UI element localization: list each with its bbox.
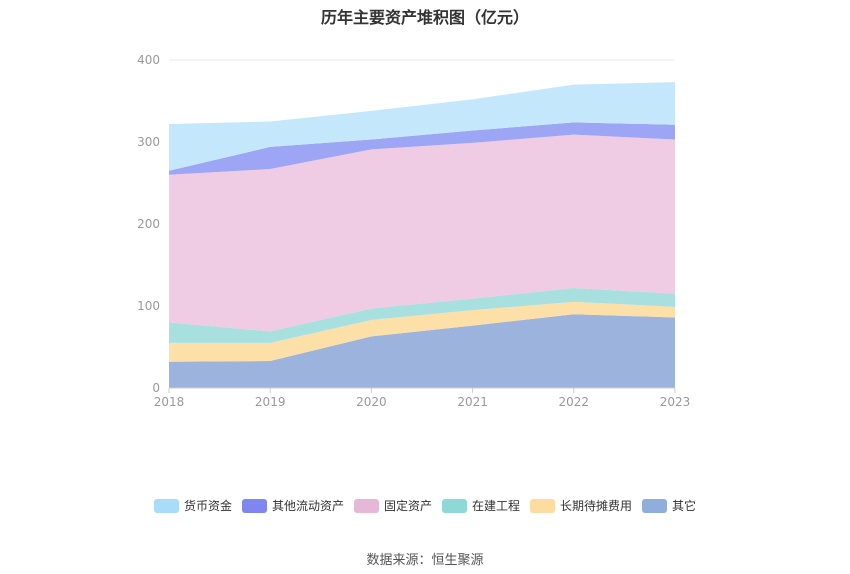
area-series-0[interactable] bbox=[169, 314, 675, 388]
legend[interactable]: 货币资金 其他流动资产 固定资产 在建工程 长期待摊费用 其它 bbox=[154, 498, 696, 513]
area-series-2[interactable] bbox=[169, 287, 675, 343]
legend-swatch bbox=[642, 499, 667, 513]
x-tick-label: 2019 bbox=[255, 395, 286, 409]
legend-swatch bbox=[530, 499, 555, 513]
legend-item-5[interactable]: 货币资金 bbox=[154, 498, 232, 513]
legend-item-2[interactable]: 在建工程 bbox=[442, 498, 520, 513]
axes: 0 100 200 300 400 2018 2019 2020 2021 2022 2023 bbox=[137, 53, 690, 409]
legend-label: 货币资金 bbox=[184, 498, 232, 513]
legend-item-1[interactable]: 长期待摊费用 bbox=[530, 499, 632, 513]
y-tick-label: 300 bbox=[137, 135, 160, 149]
x-tick-label: 2022 bbox=[559, 395, 590, 409]
area-series-1[interactable] bbox=[169, 301, 675, 362]
legend-swatch bbox=[154, 499, 179, 513]
x-tick-label: 2023 bbox=[660, 395, 691, 409]
legend-label: 固定资产 bbox=[384, 498, 432, 513]
legend-item-0[interactable]: 其它 bbox=[642, 498, 696, 513]
y-tick-label: 200 bbox=[137, 217, 160, 231]
y-tick-label: 0 bbox=[152, 381, 160, 395]
legend-label: 长期待摊费用 bbox=[560, 499, 632, 513]
legend-item-3[interactable]: 固定资产 bbox=[354, 498, 432, 513]
y-tick-label: 400 bbox=[137, 53, 160, 67]
legend-label: 其他流动资产 bbox=[272, 499, 344, 513]
x-tick-label: 2018 bbox=[154, 395, 185, 409]
legend-swatch bbox=[354, 499, 379, 513]
legend-label: 在建工程 bbox=[472, 498, 520, 513]
legend-swatch bbox=[442, 499, 467, 513]
legend-item-4[interactable]: 其他流动资产 bbox=[242, 499, 344, 513]
legend-swatch bbox=[242, 499, 267, 513]
chart-title: 历年主要资产堆积图（亿元） bbox=[320, 8, 529, 27]
x-tick-label: 2021 bbox=[457, 395, 488, 409]
x-tick-label: 2020 bbox=[356, 395, 387, 409]
y-tick-label: 100 bbox=[137, 299, 160, 313]
area-series-3[interactable] bbox=[169, 134, 675, 332]
area-series-4[interactable] bbox=[169, 122, 675, 175]
data-source: 数据来源：恒生聚源 bbox=[366, 553, 484, 568]
legend-label: 其它 bbox=[672, 498, 696, 513]
area-series-5[interactable] bbox=[169, 82, 675, 171]
area-series bbox=[169, 82, 675, 388]
